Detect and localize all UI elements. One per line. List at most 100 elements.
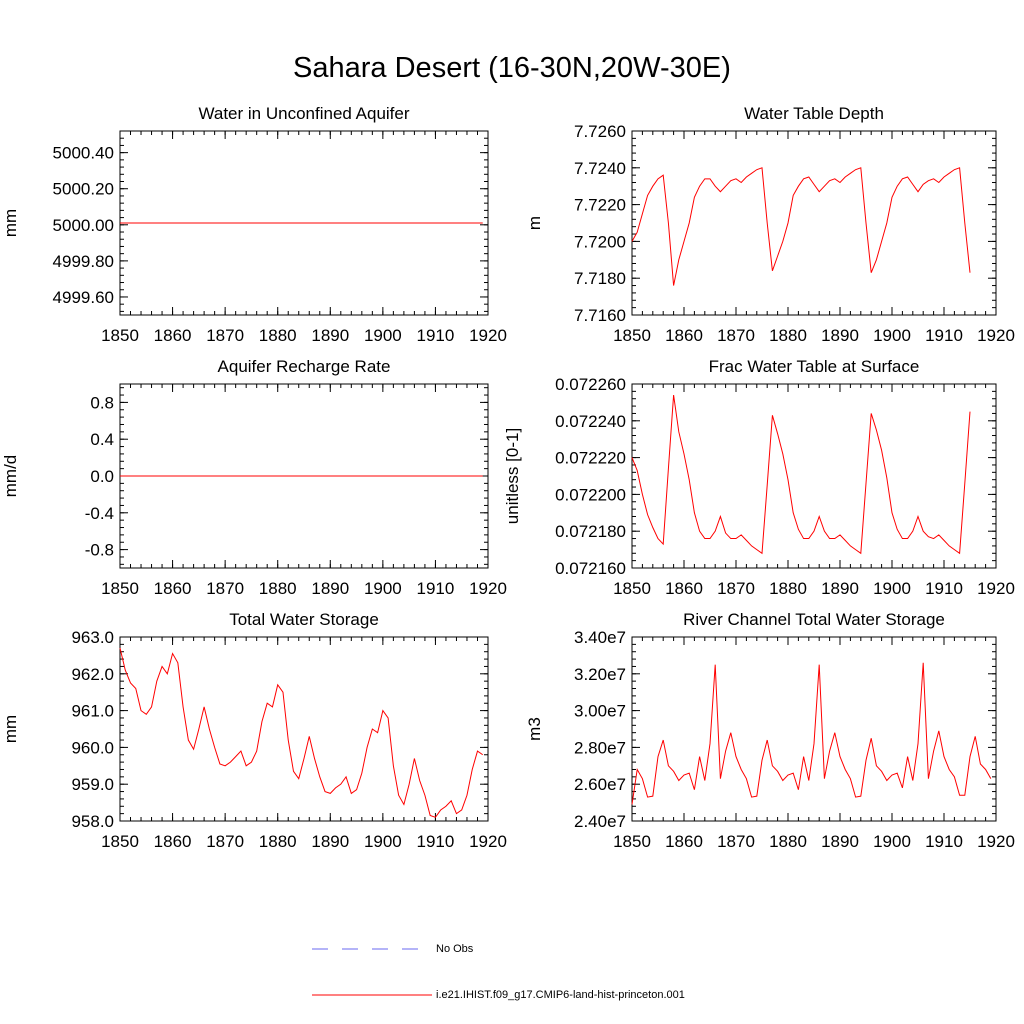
- x-tick-label: 1870: [206, 579, 244, 598]
- y-tick-label: 962.0: [71, 665, 114, 684]
- x-tick-label: 1880: [259, 832, 297, 851]
- x-tick-label: 1890: [821, 579, 859, 598]
- series-line: [119, 647, 484, 818]
- y-tick-label: 5000.40: [53, 144, 114, 163]
- y-axis-label: mm: [1, 209, 20, 237]
- chart-panel-6: 1850 1860 1870 1880 1890 1900 1910 1920 2.40e7 2.…: [525, 610, 1015, 851]
- y-tick-label: 0.4: [90, 430, 114, 449]
- y-tick-label: 7.7180: [574, 269, 626, 288]
- y-tick-label: 960.0: [71, 738, 114, 757]
- y-tick-label: 0.072220: [555, 449, 626, 468]
- x-tick-label: 1910: [925, 579, 963, 598]
- y-axis-label: m: [525, 216, 544, 230]
- chart-panel-5: 1850 1860 1870 1880 1890 1900 1910 1920 958.0 959…: [1, 610, 507, 851]
- x-tick-label: 1850: [101, 326, 139, 345]
- y-tick-label: 7.7200: [574, 232, 626, 251]
- series-line: [631, 394, 971, 555]
- y-tick-label: 4999.60: [53, 288, 114, 307]
- y-axis-label: mm: [1, 715, 20, 743]
- y-tick-label: 0.0: [90, 467, 114, 486]
- x-tick-label: 1870: [206, 832, 244, 851]
- y-tick-label: 0.072200: [555, 485, 626, 504]
- y-tick-label: 963.0: [71, 628, 114, 647]
- x-tick-label: 1880: [769, 326, 807, 345]
- y-axis-label: mm/d: [1, 455, 20, 498]
- x-tick-label: 1850: [613, 326, 651, 345]
- x-tick-label: 1900: [873, 579, 911, 598]
- x-tick-label: 1880: [769, 832, 807, 851]
- y-tick-label: 959.0: [71, 775, 114, 794]
- x-tick-label: 1870: [717, 832, 755, 851]
- y-axis-label: m3: [525, 717, 544, 741]
- y-tick-label: 7.7240: [574, 159, 626, 178]
- x-tick-label: 1890: [821, 832, 859, 851]
- y-tick-label: -0.4: [85, 504, 114, 523]
- x-tick-label: 1850: [101, 579, 139, 598]
- y-tick-label: 5000.20: [53, 180, 114, 199]
- x-tick-label: 1860: [665, 832, 703, 851]
- x-tick-label: 1910: [417, 326, 455, 345]
- y-tick-label: 2.60e7: [574, 775, 626, 794]
- y-tick-label: 961.0: [71, 702, 114, 721]
- y-tick-label: 0.072180: [555, 522, 626, 541]
- y-tick-label: 7.7260: [574, 122, 626, 141]
- x-tick-label: 1850: [613, 579, 651, 598]
- plot-frame: [631, 130, 997, 316]
- y-tick-label: 7.7220: [574, 196, 626, 215]
- x-tick-label: 1850: [101, 832, 139, 851]
- y-tick-label: 3.40e7: [574, 628, 626, 647]
- x-tick-label: 1900: [873, 326, 911, 345]
- x-tick-label: 1860: [665, 579, 703, 598]
- x-tick-label: 1860: [154, 326, 192, 345]
- y-tick-label: 0.072160: [555, 559, 626, 578]
- x-tick-label: 1910: [925, 832, 963, 851]
- plot-frame: [631, 636, 997, 822]
- x-tick-label: 1880: [769, 579, 807, 598]
- y-axis-label: unitless [0-1]: [503, 428, 522, 524]
- x-tick-label: 1900: [364, 579, 402, 598]
- plot-frame: [631, 383, 997, 569]
- panel-title: Water Table Depth: [744, 104, 884, 123]
- panel-title: Total Water Storage: [229, 610, 379, 629]
- x-tick-label: 1860: [154, 579, 192, 598]
- y-tick-label: 4999.80: [53, 252, 114, 271]
- chart-panel-3: 1850 1860 1870 1880 1890 1900 1910 1920 -0.8 -0.4…: [1, 357, 507, 598]
- x-tick-label: 1900: [873, 832, 911, 851]
- y-tick-label: 7.7160: [574, 306, 626, 325]
- x-tick-label: 1870: [717, 326, 755, 345]
- series-line: [631, 662, 992, 805]
- panel-title: Aquifer Recharge Rate: [218, 357, 391, 376]
- y-tick-label: -0.8: [85, 541, 114, 560]
- x-tick-label: 1890: [311, 326, 349, 345]
- x-tick-label: 1870: [206, 326, 244, 345]
- x-tick-label: 1860: [154, 832, 192, 851]
- x-tick-label: 1910: [925, 326, 963, 345]
- x-tick-label: 1900: [364, 326, 402, 345]
- x-tick-label: 1920: [469, 579, 507, 598]
- main-title: Sahara Desert (16-30N,20W-30E): [293, 52, 731, 84]
- x-tick-label: 1910: [417, 579, 455, 598]
- chart-panel-4: 1850 1860 1870 1880 1890 1900 1910 1920 0.072160…: [503, 357, 1015, 598]
- x-tick-label: 1890: [311, 832, 349, 851]
- y-tick-label: 3.00e7: [574, 702, 626, 721]
- panel-title: River Channel Total Water Storage: [683, 610, 945, 629]
- y-tick-label: 958.0: [71, 812, 114, 831]
- chart-panel-2: 1850 1860 1870 1880 1890 1900 1910 1920 7.7160 7.…: [525, 104, 1015, 345]
- x-tick-label: 1910: [417, 832, 455, 851]
- x-tick-label: 1900: [364, 832, 402, 851]
- x-tick-label: 1850: [613, 832, 651, 851]
- x-tick-label: 1920: [469, 326, 507, 345]
- y-tick-label: 3.20e7: [574, 665, 626, 684]
- x-tick-label: 1860: [665, 326, 703, 345]
- panel-title: Frac Water Table at Surface: [709, 357, 920, 376]
- x-tick-label: 1880: [259, 579, 297, 598]
- y-tick-label: 0.072260: [555, 375, 626, 394]
- y-tick-label: 2.80e7: [574, 738, 626, 757]
- x-tick-label: 1880: [259, 326, 297, 345]
- plot-frame: [119, 636, 489, 822]
- x-tick-label: 1890: [821, 326, 859, 345]
- chart-panel-1: 1850 1860 1870 1880 1890 1900 1910 1920 4999.60 4…: [1, 104, 507, 345]
- y-tick-label: 2.40e7: [574, 812, 626, 831]
- x-tick-label: 1920: [977, 326, 1015, 345]
